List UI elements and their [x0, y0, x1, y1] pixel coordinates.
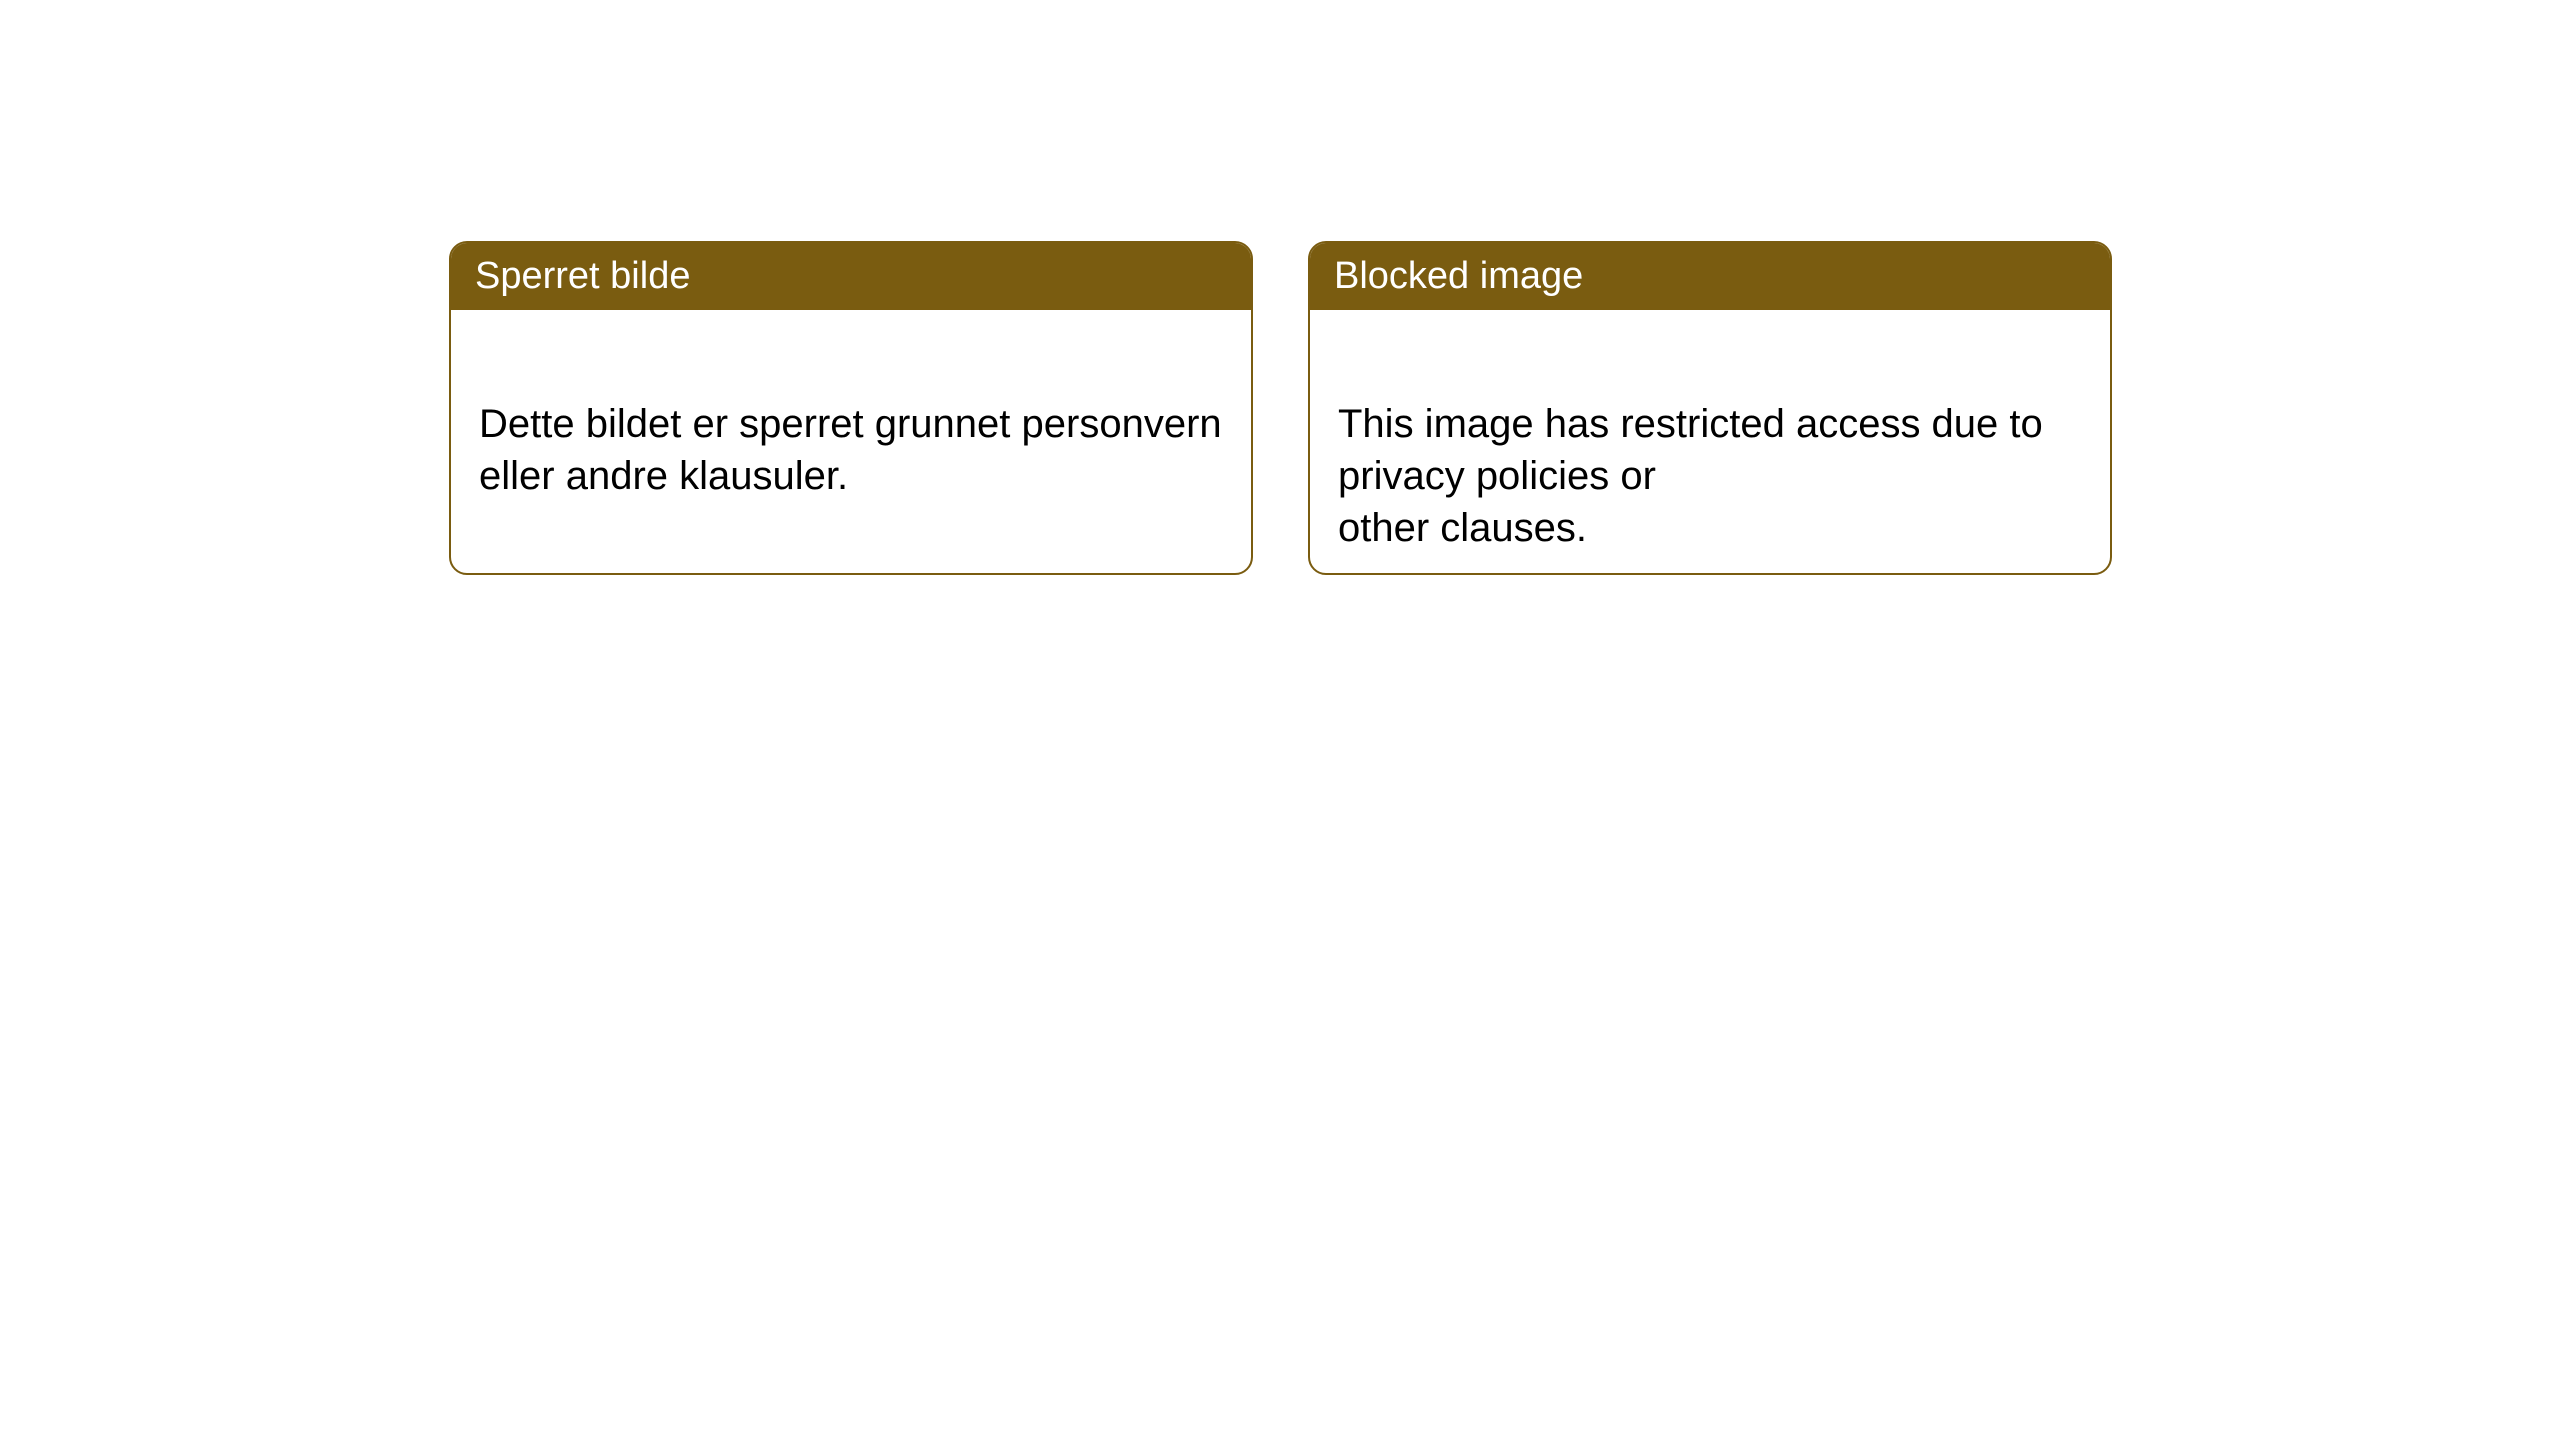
notice-card-english: Blocked image This image has restricted …: [1308, 241, 2112, 575]
notice-message-norwegian: Dette bildet er sperret grunnet personve…: [479, 402, 1222, 498]
notice-header-norwegian: Sperret bilde: [451, 243, 1251, 310]
notice-header-english: Blocked image: [1310, 243, 2110, 310]
notice-title-norwegian: Sperret bilde: [475, 255, 690, 297]
notice-body-norwegian: Dette bildet er sperret grunnet personve…: [451, 310, 1251, 538]
notice-card-norwegian: Sperret bilde Dette bildet er sperret gr…: [449, 241, 1253, 575]
notice-message-english: This image has restricted access due to …: [1338, 402, 2043, 550]
notice-body-english: This image has restricted access due to …: [1310, 310, 2110, 575]
notice-title-english: Blocked image: [1334, 255, 1583, 297]
notice-container: Sperret bilde Dette bildet er sperret gr…: [449, 241, 2112, 575]
